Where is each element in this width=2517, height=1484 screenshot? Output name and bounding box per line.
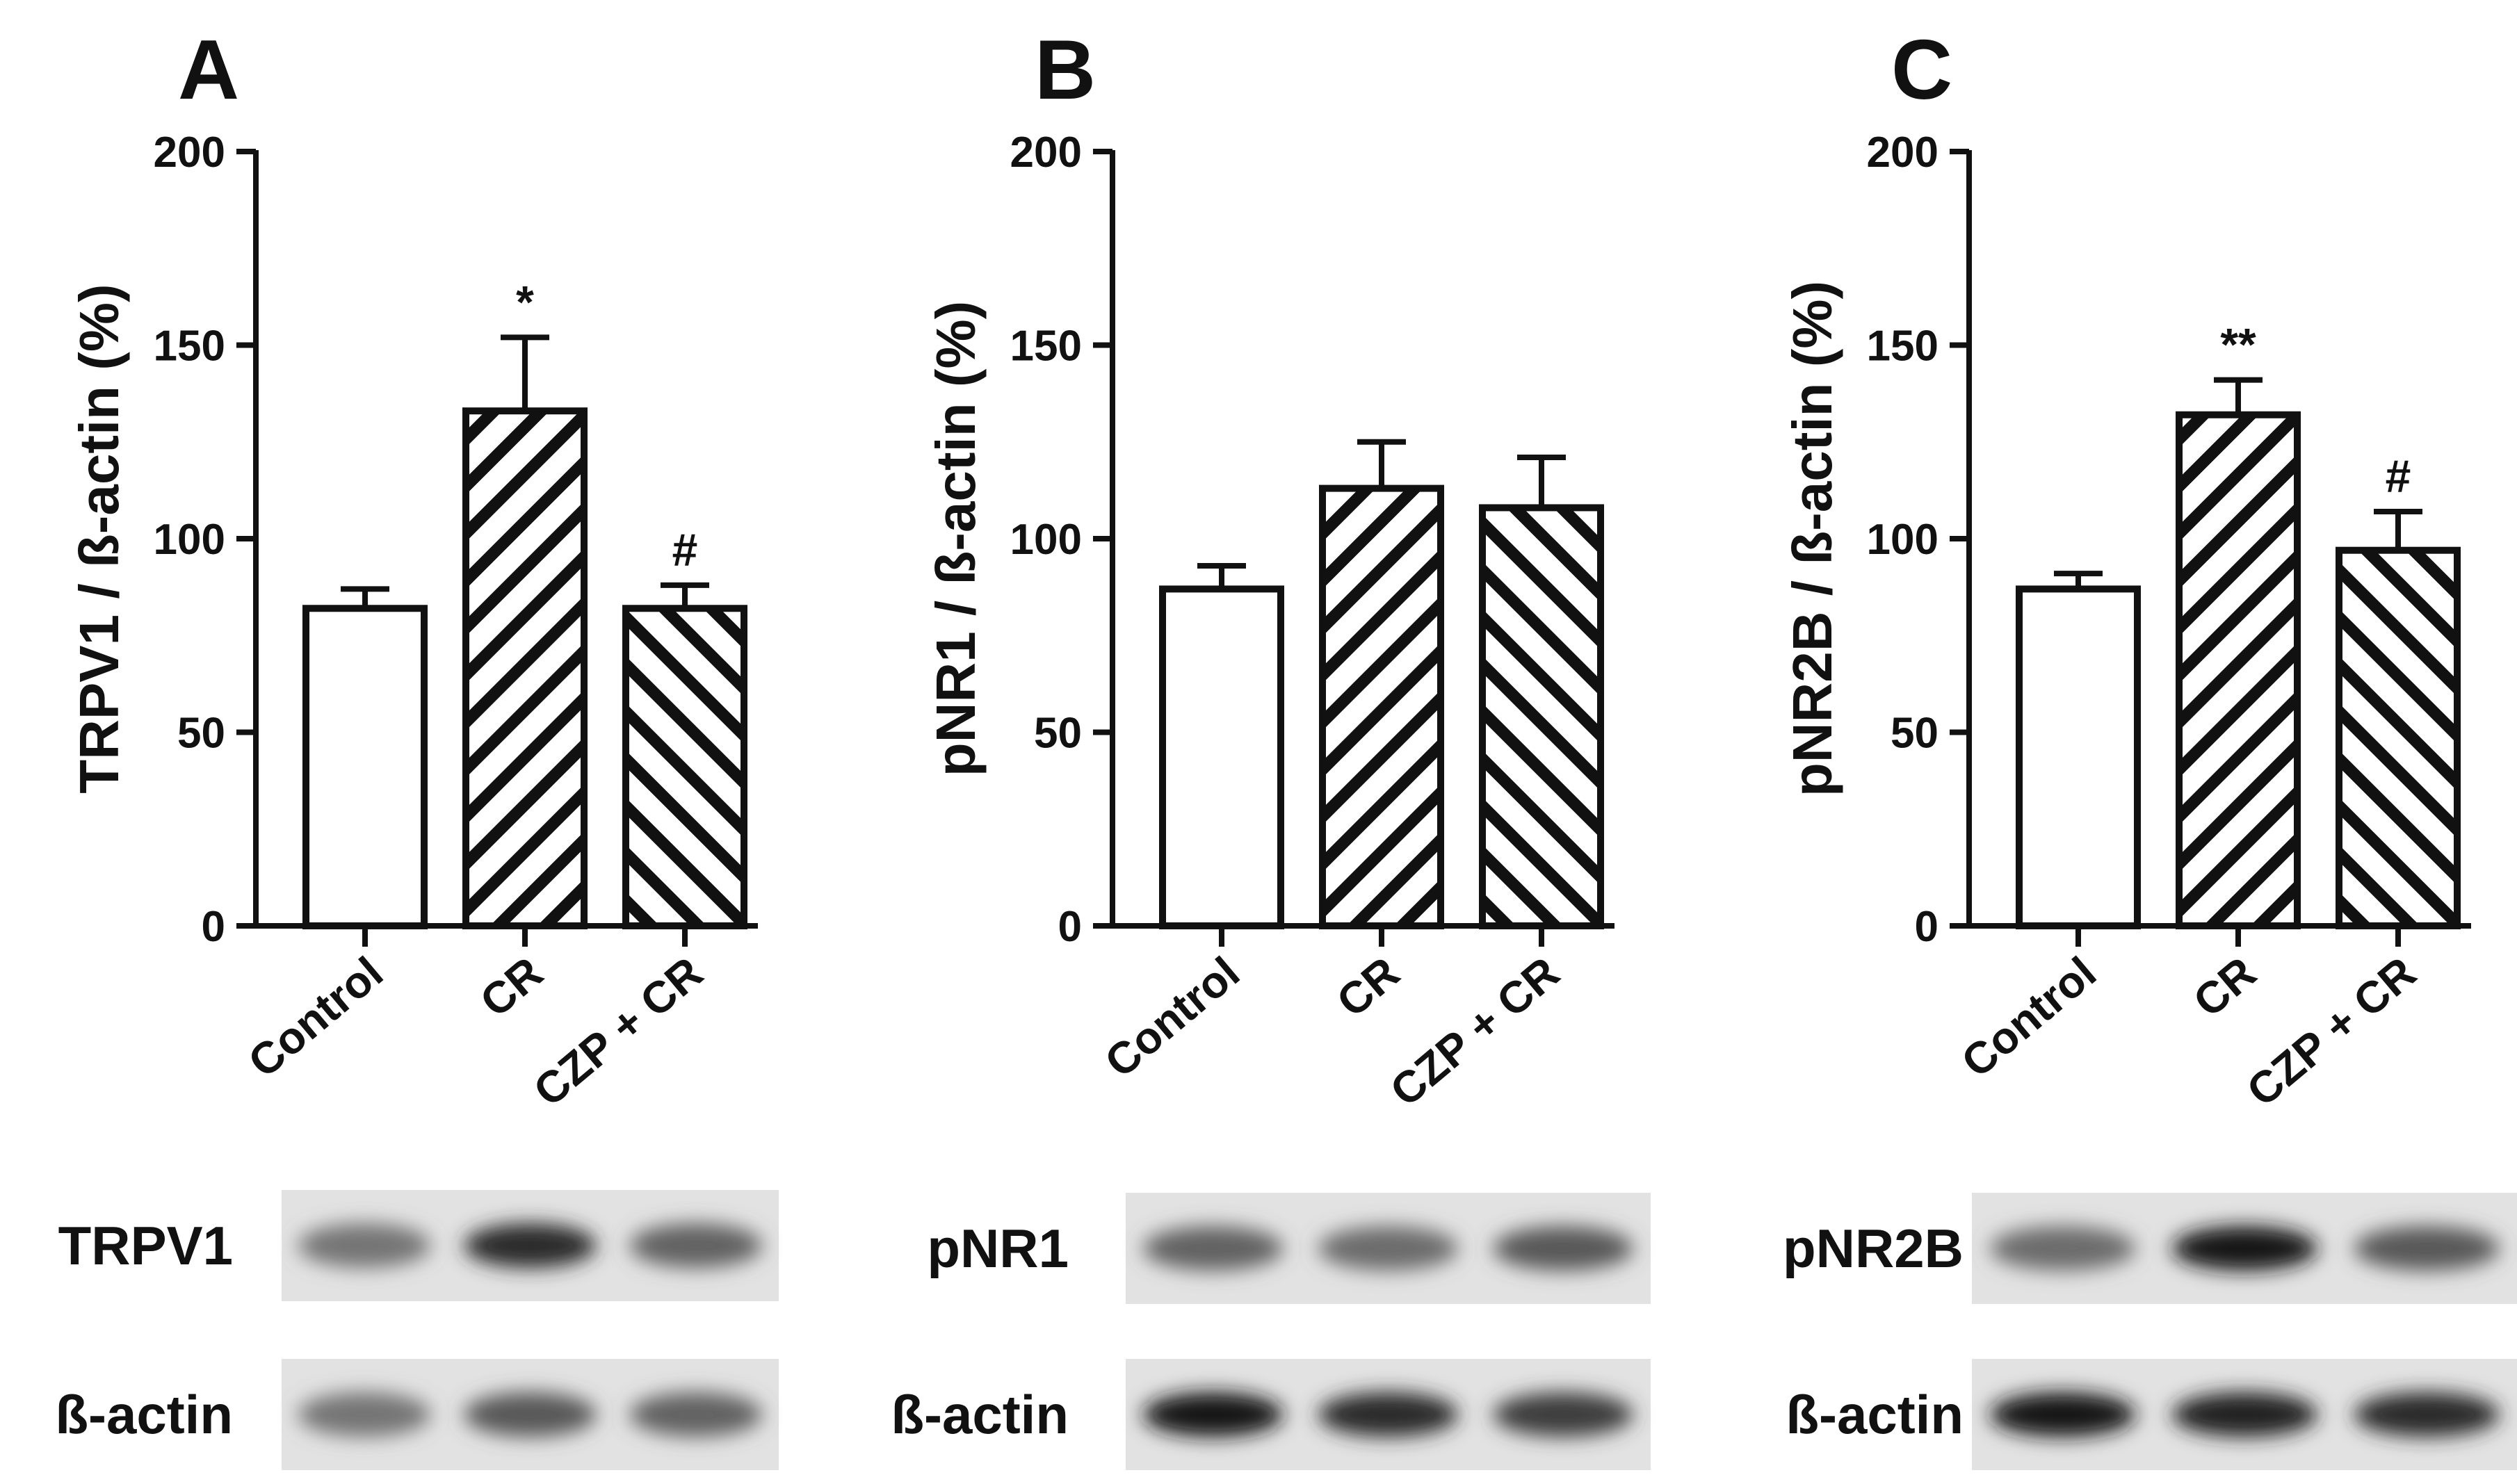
- blot-label: ß-actin: [891, 1384, 1069, 1445]
- panel-letter: C: [1891, 22, 1952, 117]
- blot-band: [464, 1392, 597, 1437]
- y-tick-label: 100: [154, 516, 225, 564]
- bar: [1479, 504, 1604, 929]
- x-tick-label: CZP + CR: [2237, 947, 2425, 1116]
- bar: [622, 605, 747, 929]
- y-tick-label: 0: [202, 903, 225, 951]
- y-tick-label: 150: [1010, 323, 1082, 370]
- y-tick-label: 100: [1867, 516, 1939, 564]
- blot-band: [1493, 1226, 1633, 1271]
- blot-band: [629, 1392, 763, 1437]
- blot-band: [2354, 1392, 2500, 1437]
- y-axis-label: pNR1 / ß-actin (%): [925, 301, 987, 776]
- bar: [2176, 411, 2301, 929]
- bar: [302, 605, 428, 929]
- blot-strip: [1972, 1359, 2517, 1470]
- y-tick-label: 100: [1010, 516, 1082, 564]
- blot-band: [464, 1223, 597, 1268]
- y-tick-label: 150: [154, 323, 225, 370]
- y-tick-label: 50: [177, 710, 225, 758]
- blot-band: [1143, 1226, 1284, 1271]
- blot-label: ß-actin: [1786, 1384, 1964, 1445]
- bar: [462, 407, 588, 929]
- blot-label: pNR2B: [1783, 1218, 1964, 1279]
- blot-band: [298, 1392, 431, 1437]
- bar: [1319, 484, 1444, 929]
- y-tick-label: 0: [1058, 903, 1082, 951]
- y-tick-label: 50: [1891, 710, 1939, 758]
- blot-band: [1143, 1392, 1284, 1437]
- blot-band: [298, 1223, 431, 1268]
- bar: [1159, 585, 1284, 929]
- blot-band: [2171, 1392, 2318, 1437]
- blot-band: [1990, 1392, 2136, 1437]
- y-tick-label: 200: [154, 129, 225, 177]
- x-tick-label: CR: [1327, 947, 1409, 1027]
- blot-strip: [282, 1359, 779, 1470]
- blot-strip: [1126, 1193, 1651, 1304]
- x-tick-label: CZP + CR: [1381, 947, 1569, 1116]
- blot-strip: [282, 1190, 779, 1301]
- y-tick-label: 50: [1034, 710, 1082, 758]
- bar: [2336, 546, 2461, 929]
- y-tick-label: 150: [1867, 323, 1939, 370]
- significance-mark: **: [2220, 319, 2256, 370]
- blot-strip: [1972, 1193, 2517, 1304]
- blot-band: [2171, 1226, 2318, 1271]
- blot-strip: [1126, 1359, 1651, 1470]
- y-tick-label: 200: [1010, 129, 1082, 177]
- y-axis-label: pNR2B / ß-actin (%): [1781, 281, 1843, 797]
- significance-mark: #: [2386, 450, 2411, 502]
- x-tick-label: CR: [2184, 947, 2265, 1027]
- bar: [2016, 585, 2141, 929]
- x-tick-label: Control: [238, 947, 392, 1087]
- x-tick-label: Control: [1952, 947, 2105, 1087]
- x-tick-label: CZP + CR: [524, 947, 712, 1116]
- x-tick-label: Control: [1095, 947, 1249, 1087]
- panel-a: A TRPV1 / ß-actin (%) 0 50 100 150 200 Control C…: [55, 22, 779, 1470]
- blot-band: [1990, 1226, 2136, 1271]
- y-axis-label: TRPV1 / ß-actin (%): [68, 284, 130, 793]
- blot-label: pNR1: [927, 1218, 1069, 1279]
- blot-band: [1318, 1226, 1459, 1271]
- blot-band: [2354, 1226, 2500, 1271]
- blot-label: ß-actin: [55, 1384, 233, 1445]
- panel-letter: A: [178, 22, 239, 117]
- blot-band: [629, 1223, 763, 1268]
- blot-label: TRPV1: [58, 1215, 233, 1276]
- significance-mark: *: [516, 276, 534, 327]
- panel-letter: B: [1035, 22, 1096, 117]
- y-tick-label: 200: [1867, 129, 1939, 177]
- significance-mark: #: [672, 524, 698, 576]
- y-tick-label: 0: [1915, 903, 1939, 951]
- blot-band: [1493, 1392, 1633, 1437]
- blot-band: [1318, 1392, 1459, 1437]
- x-tick-label: CR: [471, 947, 552, 1027]
